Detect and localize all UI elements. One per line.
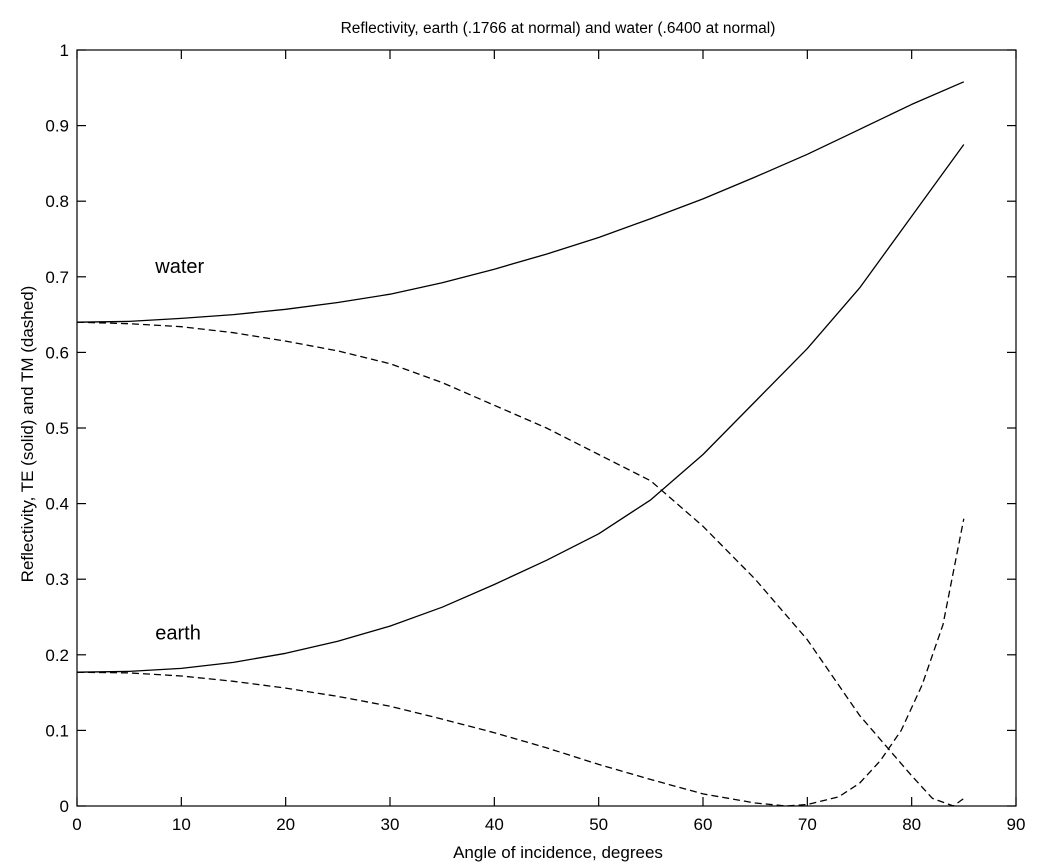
x-tick-label: 40 (485, 815, 504, 834)
series-layer (76, 81, 965, 807)
x-tick-label: 20 (276, 815, 295, 834)
y-tick-label: 0.3 (45, 570, 69, 589)
series-0-solid-line (76, 81, 965, 323)
y-axis-label: Reflectivity, TE (solid) and TM (dashed) (18, 286, 37, 583)
x-tick-label: 10 (172, 815, 191, 834)
x-tick-label: 90 (1007, 815, 1026, 834)
annotation-layer: water earth (154, 256, 204, 645)
x-tick-label: 0 (72, 815, 81, 834)
y-tick-label: 0.5 (45, 419, 69, 438)
series-3-dashed-line (76, 518, 965, 807)
axis-ticks: 0 10 20 30 40 50 60 70 80 90 0 0.1 0.2 0.3 0.4 0.5 0.6 0.… (45, 41, 1025, 834)
series-2-solid-line (76, 144, 965, 673)
y-tick-label: 0.4 (45, 495, 69, 514)
y-tick-label: 0.6 (45, 343, 69, 362)
x-tick-label: 80 (902, 815, 921, 834)
x-tick-label: 50 (589, 815, 608, 834)
x-tick-label: 70 (798, 815, 817, 834)
x-tick-label: 30 (381, 815, 400, 834)
y-tick-label: 1 (60, 41, 69, 60)
y-tick-label: 0.9 (45, 117, 69, 136)
y-tick-label: 0.1 (45, 721, 69, 740)
x-tick-label: 60 (694, 815, 713, 834)
series-1-dashed-line (76, 321, 965, 807)
y-tick-label: 0 (60, 797, 69, 816)
chart-title: Reflectivity, earth (.1766 at normal) an… (341, 20, 776, 37)
annotation-water: water (154, 256, 204, 278)
y-tick-label: 0.8 (45, 192, 69, 211)
y-tick-label: 0.2 (45, 646, 69, 665)
annotation-earth: earth (155, 623, 201, 645)
y-tick-label: 0.7 (45, 268, 69, 287)
x-axis-label: Angle of incidence, degrees (453, 843, 663, 862)
